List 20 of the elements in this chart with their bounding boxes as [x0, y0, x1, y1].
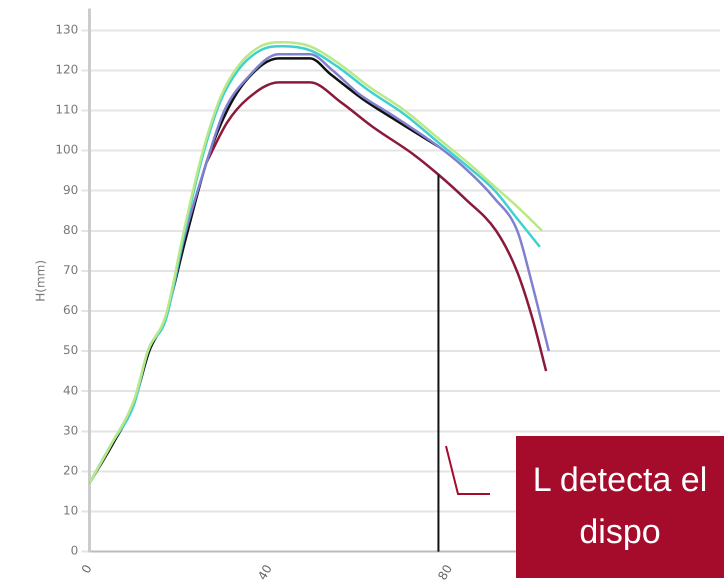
y-tick-label: 80 — [63, 222, 78, 237]
x-tick-label: 80 — [435, 562, 456, 582]
x-tick-label: 40 — [255, 562, 275, 582]
y-tick-label: 60 — [63, 303, 78, 318]
x-tick-label: 0 — [78, 562, 95, 576]
y-tick-label: 100 — [55, 142, 78, 157]
y-tick-label: 30 — [63, 423, 78, 438]
y-axis-title: H(mm) — [33, 260, 48, 302]
annotation: L detecta el dispo — [516, 436, 724, 578]
y-tick-label: 130 — [55, 22, 78, 36]
y-tick-label: 120 — [55, 62, 78, 76]
line-series — [205, 81, 548, 372]
y-tick-label: 50 — [63, 343, 78, 358]
y-tick-label: 0 — [70, 544, 78, 558]
y-tick-label: 110 — [55, 102, 78, 117]
y-tick-label: 10 — [63, 504, 78, 518]
y-tick-label: 70 — [63, 262, 78, 277]
y-tick-label: 40 — [63, 383, 78, 398]
y-tick-label: 20 — [63, 463, 78, 478]
y-tick-label: 90 — [63, 182, 78, 197]
